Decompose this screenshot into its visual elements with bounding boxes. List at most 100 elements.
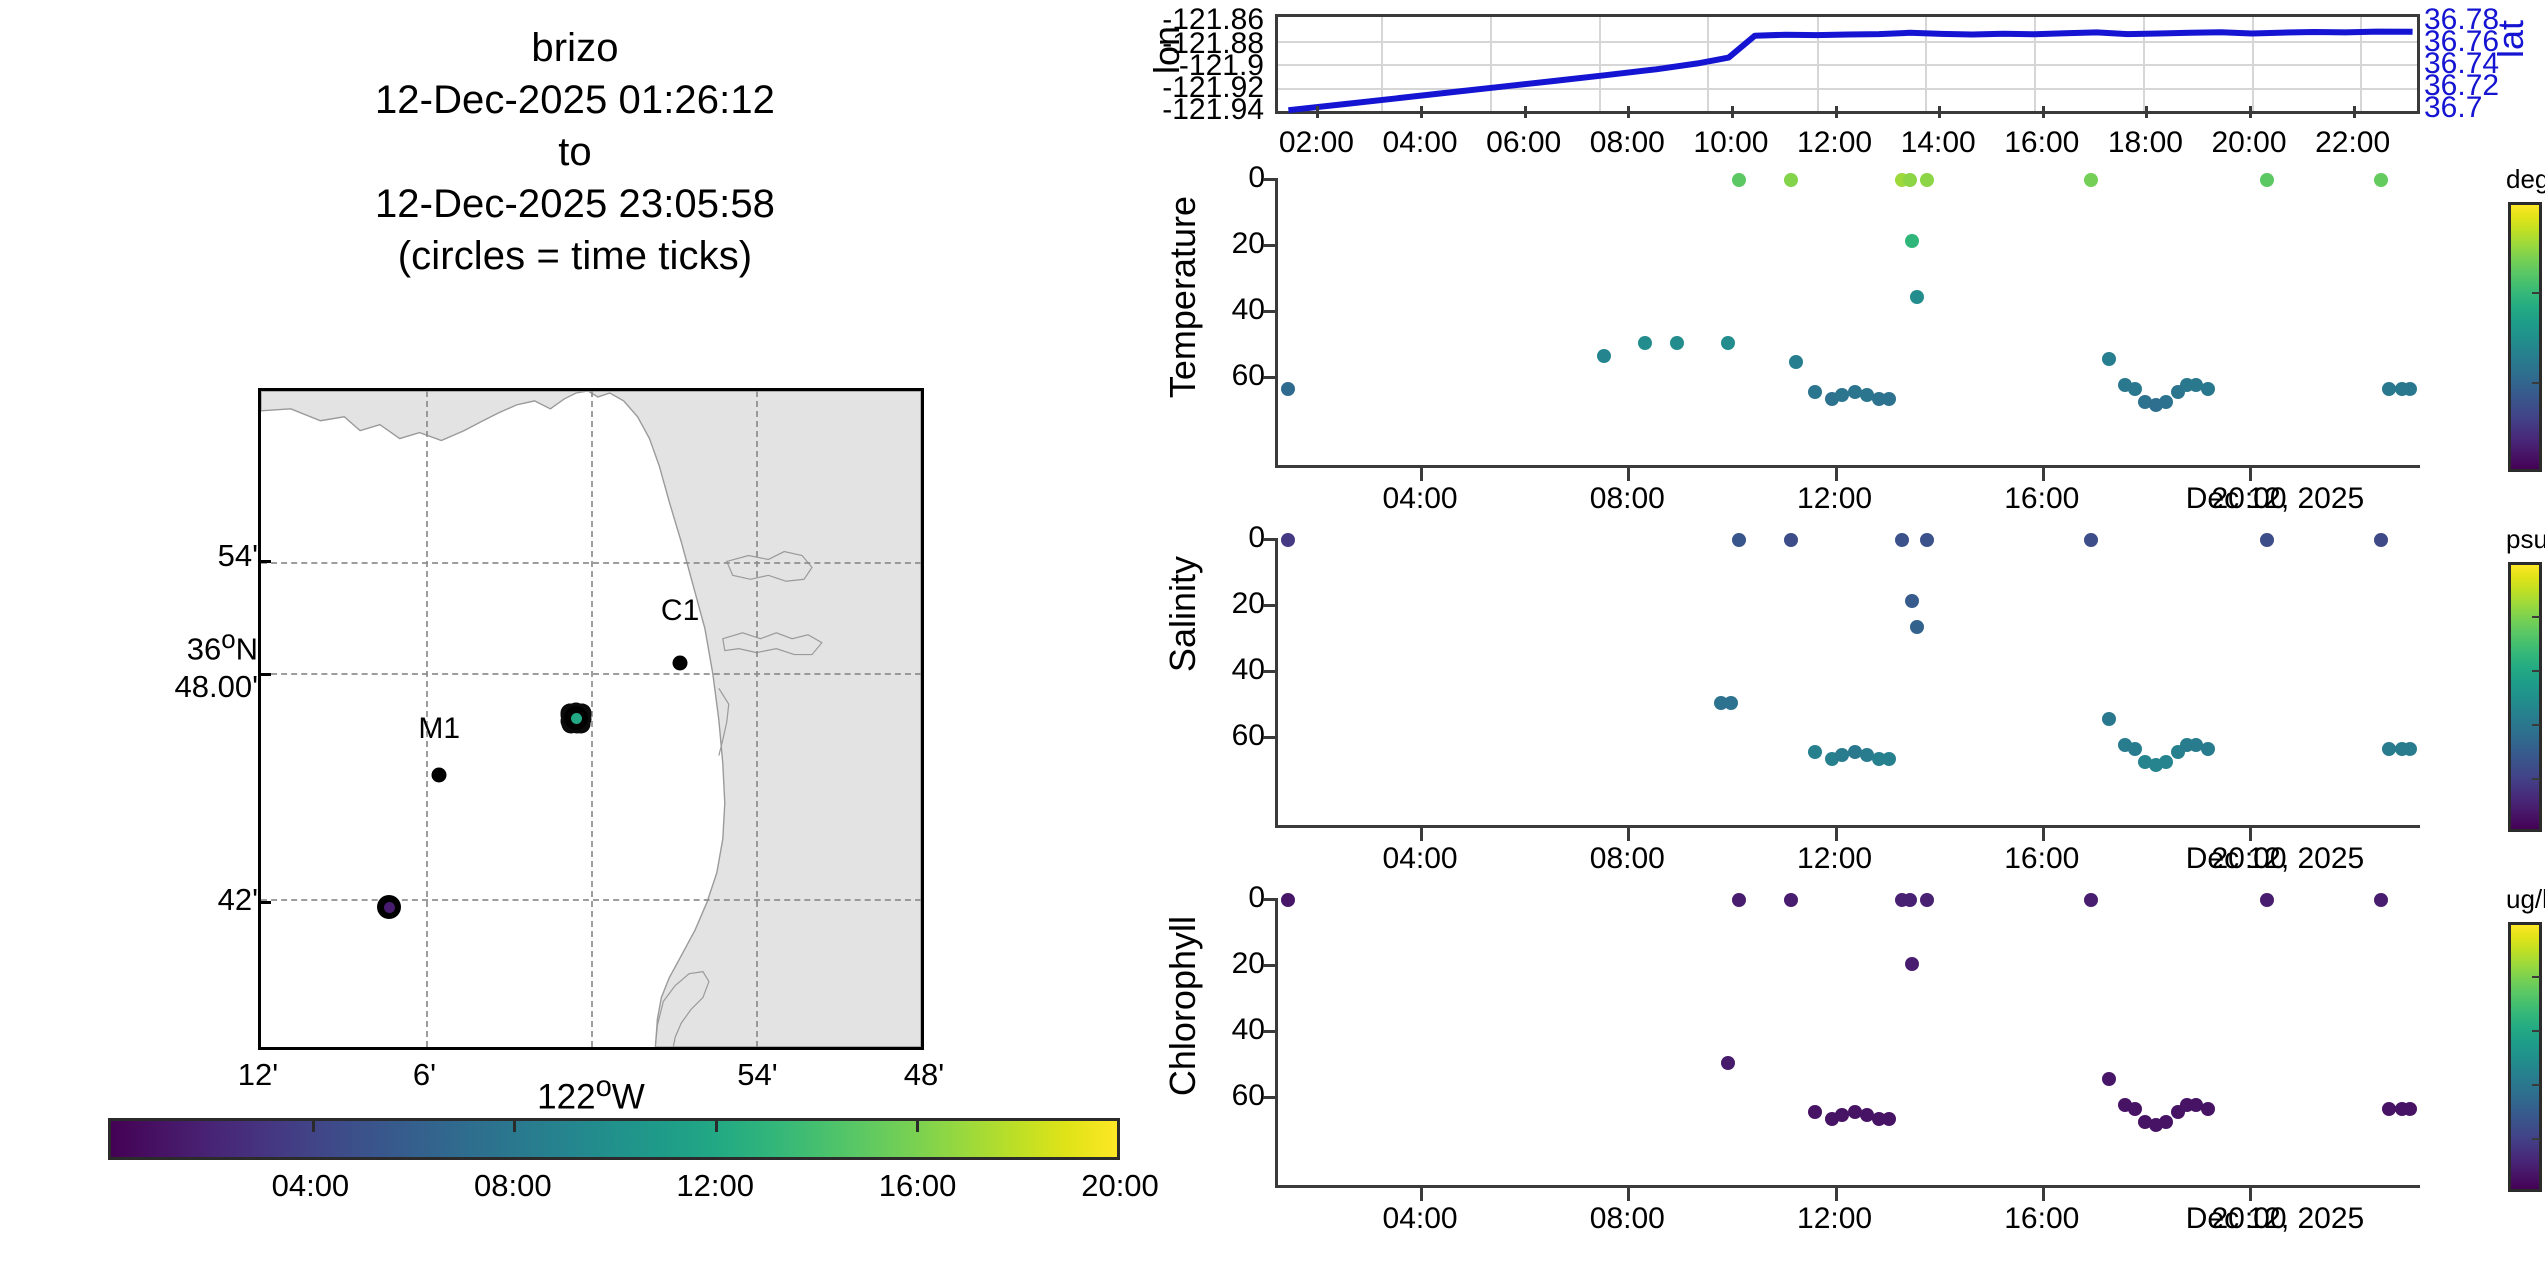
chlorophyll-data-point <box>2189 1098 2204 1113</box>
chlorophyll-colorbar[interactable] <box>2508 922 2542 1192</box>
temperature-data-point <box>1638 335 1653 350</box>
salinity-xtick-mark <box>1420 828 1424 841</box>
nav-x-axis: 02:00 04:00 06:00 08:00 10:00 12:00 14:00 16:00… <box>1275 106 2420 162</box>
salinity-data-point <box>2102 712 2117 727</box>
chlorophyll-data-point <box>2402 1101 2417 1116</box>
chlorophyll-xtick-mark <box>1834 1188 1838 1201</box>
temperature-date-label: Dec 12, 2025 <box>2185 482 2365 515</box>
chlorophyll-xtick-mark <box>2041 1188 2045 1201</box>
salinity-data-point <box>1723 695 1738 710</box>
chlorophyll-xtick-mark <box>2249 1188 2253 1201</box>
chlorophyll-data-point <box>1280 892 1295 907</box>
map-gridline-lon-54 <box>756 391 758 1047</box>
temperature-cbtick-mark <box>2532 382 2540 384</box>
cbar-label-1200: 12:00 <box>676 1168 754 1203</box>
chlorophyll-cbtick-mark <box>2532 1084 2540 1086</box>
temperature-ytick-mark <box>1263 243 1275 247</box>
chlorophyll-cbtick-mark <box>2532 1030 2540 1032</box>
temperature-colorbar[interactable] <box>2508 202 2542 472</box>
map-panel: brizo 12-Dec-2025 01:26:12 to 12-Dec-202… <box>0 0 1159 1273</box>
salinity-plot[interactable] <box>1275 538 2420 828</box>
temperature-xtick-2000: 20:00 <box>2211 482 2287 515</box>
chlorophyll-data-point <box>2159 1114 2174 1129</box>
nav-right-ticklabels: 36.78 36.76 36.74 36.72 36.7 <box>2422 3 2542 124</box>
temperature-data-point <box>1835 388 1850 403</box>
nav-lon-tick-1: -121.88 <box>1162 27 1264 60</box>
temperature-xtick-1200: 12:00 <box>1797 482 1873 515</box>
temperature-data-point <box>2200 381 2215 396</box>
chlorophyll-cbtick-mark <box>2532 1138 2540 1140</box>
title-legend-note: (circles = time ticks) <box>397 234 753 278</box>
timeseries-panels: lon lat -121.86 -121.88 -121.9 -121.92 -… <box>1146 0 2545 1273</box>
map-time-colorbar-labels: 04:00 08:00 12:00 16:00 20:00 <box>108 1168 1159 1212</box>
temperature-xtick-1600: 16:00 <box>2004 482 2080 515</box>
salinity-xtick-mark <box>1627 828 1631 841</box>
temperature-colorbar-unit: degC <box>2506 164 2545 194</box>
cbar-tick <box>915 1121 919 1132</box>
salinity-data-point <box>1783 532 1798 547</box>
map-time-colorbar[interactable] <box>108 1118 1120 1160</box>
salinity-ytick-mark <box>1263 735 1275 739</box>
salinity-xtick-mark <box>2249 828 2253 841</box>
salinity-xtick-mark <box>1834 828 1838 841</box>
temperature-data-point <box>2128 381 2143 396</box>
temperature-ytick-mark <box>1263 375 1275 379</box>
chlorophyll-data-point <box>2374 892 2389 907</box>
nav-xtick-mark <box>2041 106 2045 118</box>
temperature-data-point <box>1596 348 1611 363</box>
nav-lat-tick-2: 36.74 <box>2424 47 2500 80</box>
chlorophyll-ytick-mark <box>1263 1095 1275 1099</box>
salinity-ytick-40: 40 <box>1231 652 1265 686</box>
salinity-data-point <box>1910 619 1925 634</box>
temperature-xtick-mark <box>2041 468 2045 481</box>
salinity-data-point <box>2402 741 2417 756</box>
chlorophyll-data-point <box>1731 892 1746 907</box>
chlorophyll-xtick-1200: 12:00 <box>1797 1202 1873 1235</box>
chlorophyll-data-point <box>2260 892 2275 907</box>
nav-left-ticklabels: -121.86 -121.88 -121.9 -121.92 -121.94 <box>1150 3 1272 126</box>
chlorophyll-data-point <box>2381 1101 2396 1116</box>
mooring-marker-m1[interactable] <box>431 767 447 783</box>
salinity-xtick-2000: 20:00 <box>2211 842 2287 875</box>
salinity-data-point <box>2084 532 2098 547</box>
time-tick-marker[interactable] <box>564 706 589 731</box>
salinity-data-point <box>2200 741 2215 756</box>
salinity-date-label: Dec 12, 2025 <box>2185 842 2365 875</box>
salinity-xtick-mark <box>2041 828 2045 841</box>
mooring-label-m1: M1 <box>418 711 461 745</box>
nav-lat-tick-3: 36.72 <box>2424 69 2500 102</box>
nav-xtick-0400: 04:00 <box>1382 126 1458 159</box>
mooring-label-c1: C1 <box>660 593 700 627</box>
temperature-data-point <box>1919 172 1934 187</box>
temperature-plot[interactable] <box>1275 178 2420 468</box>
temperature-xtick-mark <box>1834 468 1838 481</box>
temperature-data-point <box>1848 385 1863 400</box>
time-tick-marker[interactable] <box>377 895 402 920</box>
temperature-data-point <box>2084 172 2098 187</box>
chlorophyll-ytick-mark <box>1263 963 1275 967</box>
salinity-ytick-0: 0 <box>1248 521 1265 554</box>
map-xtick-label-12: 12' <box>237 1057 279 1092</box>
cbar-tick <box>312 1121 316 1132</box>
salinity-ytick-mark <box>1263 538 1275 541</box>
temperature-ytick-0: 0 <box>1248 161 1265 194</box>
mooring-marker-c1[interactable] <box>672 655 688 671</box>
temperature-data-point <box>2159 394 2174 409</box>
nav-xtick-1400: 14:00 <box>1900 126 1976 159</box>
navigation-plot[interactable] <box>1275 14 2420 114</box>
salinity-ytick-mark <box>1263 603 1275 607</box>
salinity-xtick-1200: 12:00 <box>1797 842 1873 875</box>
title-end-time: 12-Dec-2025 23:05:58 <box>374 182 776 226</box>
map-ytick-label-54: 54' <box>217 538 258 573</box>
temperature-xtick-mark <box>1627 468 1631 481</box>
salinity-data-point <box>1280 532 1295 547</box>
map-xtick-label-48: 48' <box>903 1057 945 1092</box>
nav-xtick-0200: 02:00 <box>1278 126 1354 159</box>
chlorophyll-plot[interactable] <box>1275 898 2420 1188</box>
map-gridline-lon-6 <box>426 391 428 1047</box>
cbar-tick <box>714 1121 718 1132</box>
survey-map[interactable]: C1 M1 <box>258 388 924 1050</box>
salinity-colorbar[interactable] <box>2508 562 2542 832</box>
temperature-xtick-mark <box>2249 468 2253 481</box>
nav-xtick-1800: 18:00 <box>2107 126 2183 159</box>
